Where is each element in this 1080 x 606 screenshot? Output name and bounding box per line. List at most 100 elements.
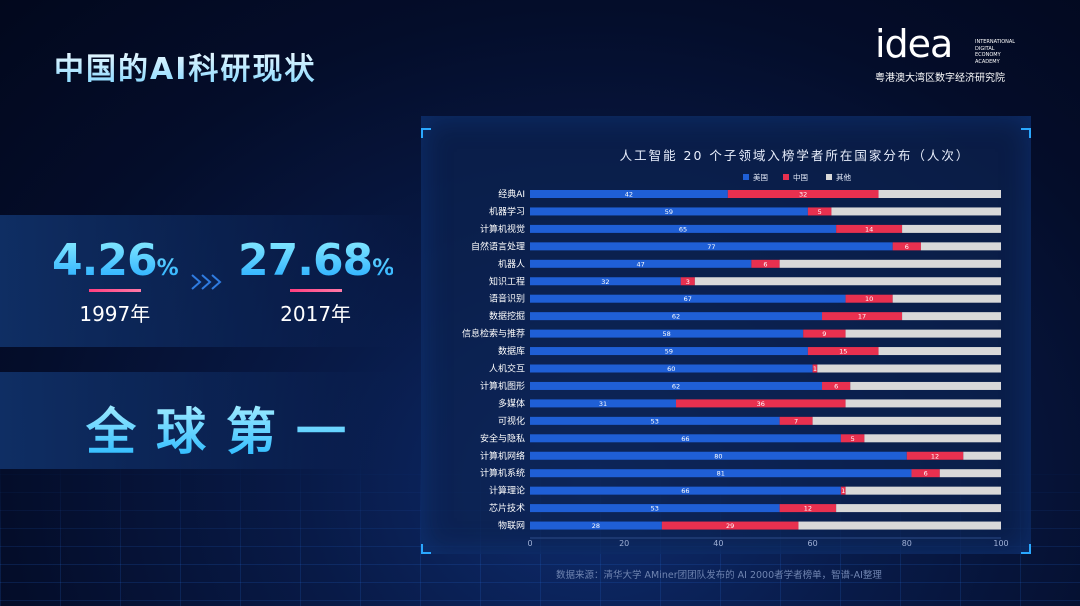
bar-segment (807, 347, 879, 356)
data-label: 6 (834, 382, 838, 390)
bar-segment (530, 399, 677, 408)
category-label: 计算机图形 (480, 380, 525, 392)
data-label: 17 (858, 313, 866, 321)
bar-segment (779, 416, 813, 425)
legend-swatch (743, 174, 749, 180)
data-label: 47 (637, 260, 645, 268)
rank-text: 全球第一 (86, 392, 366, 464)
corner-decoration (1021, 544, 1031, 554)
bar-segment (831, 207, 1001, 216)
category-label: 安全与隐私 (480, 432, 525, 444)
data-label: 10 (865, 295, 873, 303)
data-label: 14 (865, 225, 873, 233)
data-label: 12 (804, 505, 812, 513)
category-label: 计算理论 (489, 485, 525, 497)
bar-segment (906, 451, 964, 460)
bar-segment (680, 277, 695, 286)
bar-segment (751, 259, 780, 268)
bar-segment (530, 434, 841, 443)
bar-segment (803, 329, 846, 338)
data-label: 53 (651, 505, 659, 513)
data-label: 6 (905, 243, 909, 251)
bar-segment (845, 294, 893, 303)
bar-segment (530, 207, 808, 216)
bar-segment (822, 381, 851, 390)
bar-segment (694, 277, 1001, 286)
bar-segment (530, 469, 912, 478)
bar-segment (530, 364, 813, 373)
logo: idea INTERNATIONAL DIGITAL ECONOMY ACADE… (875, 22, 1035, 84)
chart-panel: 人工智能 20 个子领域入榜学者所在国家分布（人次） 美国 中国 其他 经典AI 42 32… (421, 116, 1031, 554)
data-source-note: 数据来源：清华大学 AMiner团团队发布的 AI 2000者学者榜单，智谱-A… (556, 570, 882, 581)
bar-segment (963, 451, 1001, 460)
category-label: 计算机系统 (480, 467, 525, 479)
stat-underline (88, 289, 141, 292)
bar-segment (878, 190, 1001, 198)
data-label: 6 (924, 470, 928, 478)
data-label: 36 (757, 400, 765, 408)
bar-segment (892, 242, 921, 251)
stat-year: 2017年 (280, 302, 352, 326)
data-label: 42 (625, 191, 633, 199)
bar-segment (845, 329, 1001, 338)
category-label: 物联网 (498, 520, 525, 532)
bar-segment (661, 521, 799, 530)
data-label: 81 (717, 470, 725, 478)
bar-segment (727, 190, 879, 198)
bar-segment (920, 242, 1001, 251)
bar-segment (822, 312, 903, 321)
bar-segment (807, 207, 832, 216)
category-label: 数据挖掘 (489, 310, 525, 322)
bar-segment (530, 381, 823, 390)
bar-segment (530, 521, 662, 530)
category-label: 经典AI (498, 188, 525, 200)
bar-segment (779, 504, 837, 513)
data-label: 29 (726, 522, 734, 530)
data-label: 1 (813, 365, 817, 373)
legend-swatch (783, 174, 789, 180)
bar-segment (892, 294, 1001, 303)
bar-segment (878, 347, 1001, 356)
data-label: 59 (665, 348, 673, 356)
bar-segment (798, 521, 1001, 530)
data-label: 3 (686, 278, 690, 286)
bar-segment (530, 190, 728, 198)
legend-label: 中国 (793, 172, 808, 182)
stat-1997: 4.26% 1997年 (52, 235, 178, 327)
bar-segment (850, 381, 1001, 390)
bar-segment (530, 329, 804, 338)
bar-segment (530, 347, 808, 356)
logo-chinese-name: 粤港澳大湾区数字经济研究院 (875, 73, 1005, 84)
stat-2017: 27.68% 2017年 (238, 235, 393, 327)
x-tick-label: 0 (527, 539, 532, 548)
category-label: 信息检索与推荐 (462, 328, 525, 340)
page-title: 中国的AI科研现状 (54, 44, 316, 88)
stat-underline (289, 289, 342, 292)
bar-segment (864, 434, 1001, 443)
bar-segment (812, 416, 1001, 425)
data-label: 67 (684, 295, 692, 303)
bar-segment (530, 294, 846, 303)
data-label: 6 (763, 260, 767, 268)
data-label: 53 (651, 417, 659, 425)
category-label: 自然语言处理 (471, 240, 525, 252)
share-stats-panel: 4.26% 1997年 27.68% 2017年 (0, 215, 415, 347)
data-label: 5 (851, 435, 855, 443)
logo-subtitle: INTERNATIONAL DIGITAL ECONOMY ACADEMY (975, 39, 1016, 65)
data-label: 62 (672, 382, 680, 390)
data-label: 12 (931, 452, 939, 460)
bar-segment (911, 469, 940, 478)
data-label: 65 (679, 225, 687, 233)
data-label: 59 (665, 208, 673, 216)
chart-title: 人工智能 20 个子领域入榜学者所在国家分布（人次） (620, 148, 971, 163)
category-label: 计算机视觉 (480, 223, 525, 235)
bar-segment (530, 277, 681, 286)
data-label: 66 (681, 487, 689, 495)
legend-swatch (826, 174, 832, 180)
data-label: 32 (601, 278, 609, 286)
corner-decoration (1021, 128, 1031, 138)
data-label: 5 (818, 208, 822, 216)
category-label: 机器学习 (489, 205, 525, 217)
rank-panel: 全球第一 (0, 372, 415, 469)
